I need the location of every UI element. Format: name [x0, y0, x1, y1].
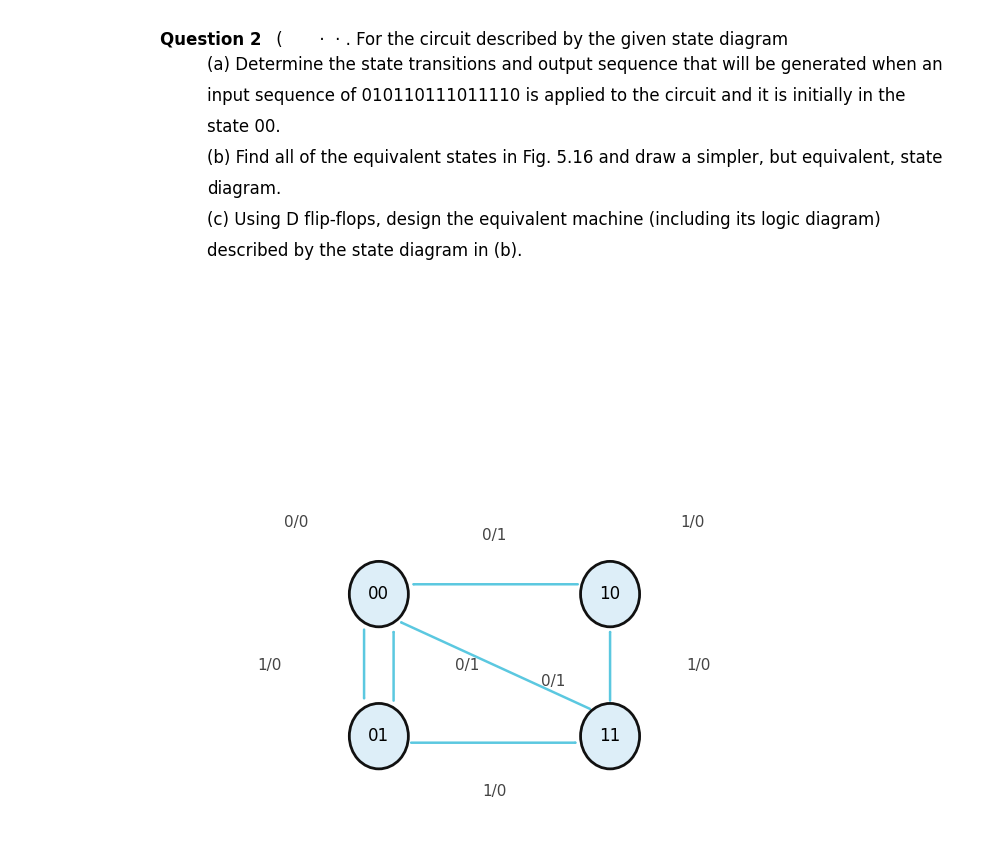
Text: state 00.: state 00.: [207, 118, 280, 136]
Text: (b) Find all of the equivalent states in Fig. 5.16 and draw a simpler, but equiv: (b) Find all of the equivalent states in…: [207, 149, 942, 167]
Text: input sequence of 010110111011110 is applied to the circuit and it is initially : input sequence of 010110111011110 is app…: [207, 87, 905, 105]
Text: 1/0: 1/0: [681, 515, 705, 530]
Text: 1/0: 1/0: [258, 658, 281, 672]
Text: diagram.: diagram.: [207, 180, 280, 198]
Text: 11: 11: [599, 728, 621, 745]
Text: 0/1: 0/1: [482, 528, 507, 542]
FancyArrowPatch shape: [602, 569, 618, 589]
Text: (a) Determine the state transitions and output sequence that will be generated w: (a) Determine the state transitions and …: [207, 56, 943, 74]
Text: described by the state diagram in (b).: described by the state diagram in (b).: [207, 242, 523, 260]
Ellipse shape: [349, 703, 408, 769]
Text: 1/0: 1/0: [482, 784, 507, 799]
FancyArrowPatch shape: [401, 623, 589, 709]
Text: 0/1: 0/1: [541, 674, 566, 689]
Text: 01: 01: [368, 728, 390, 745]
Text: 00: 00: [368, 585, 390, 603]
Text: 1/0: 1/0: [687, 658, 710, 672]
Ellipse shape: [349, 561, 408, 627]
Text: 0/0: 0/0: [284, 515, 308, 530]
Text: (c) Using D flip-flops, design the equivalent machine (including its logic diagr: (c) Using D flip-flops, design the equiv…: [207, 211, 881, 229]
Text: 10: 10: [599, 585, 621, 603]
Ellipse shape: [581, 703, 640, 769]
Text: (       ·  · . For the circuit described by the given state diagram: ( · · . For the circuit described by the…: [271, 31, 788, 49]
FancyArrowPatch shape: [371, 569, 387, 589]
Text: Question 2: Question 2: [160, 31, 262, 49]
Text: 0/1: 0/1: [456, 658, 479, 672]
Ellipse shape: [581, 561, 640, 627]
